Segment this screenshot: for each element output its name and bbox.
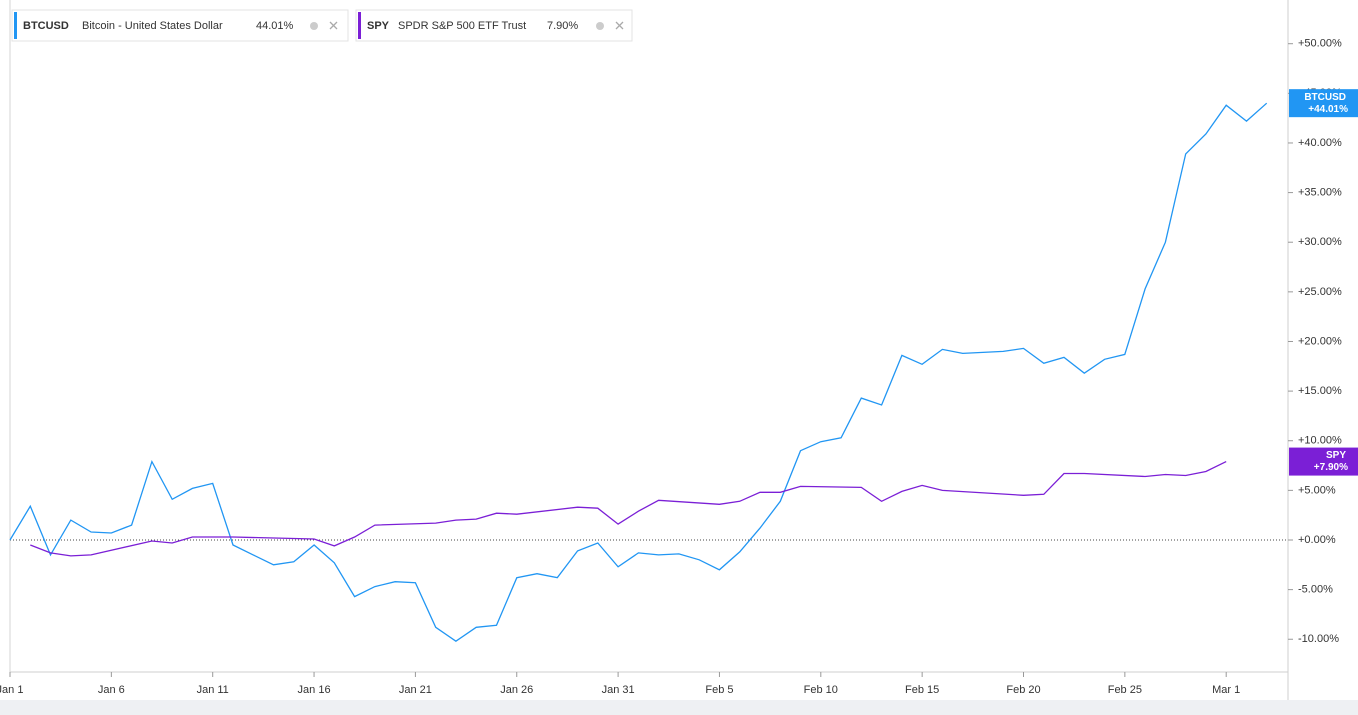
y-tick-label: -5.00% — [1298, 584, 1333, 596]
bottom-bar — [0, 700, 1358, 715]
x-tick-label: Mar 1 — [1212, 684, 1240, 696]
legend-value: 44.01% — [256, 20, 294, 32]
series-line — [9, 102, 1268, 642]
y-tick-label: +10.00% — [1298, 435, 1342, 447]
y-tick-label: +15.00% — [1298, 385, 1342, 397]
y-tick-label: +40.00% — [1298, 137, 1342, 149]
y-tick-label: +50.00% — [1298, 38, 1342, 50]
x-tick-label: Feb 20 — [1006, 684, 1040, 696]
legend: BTCUSD Bitcoin - United States Dollar 44… — [11, 9, 633, 42]
end-badge-box — [1289, 447, 1358, 476]
legend-box[interactable] — [355, 9, 633, 42]
x-tick-label: Jan 16 — [298, 684, 331, 696]
legend-description: SPDR S&P 500 ETF Trust — [398, 20, 526, 32]
settings-icon[interactable] — [596, 22, 604, 30]
x-tick-label: Jan 6 — [98, 684, 125, 696]
x-tick-label: Jan 26 — [500, 684, 533, 696]
end-badge-value: +44.01% — [1308, 104, 1348, 115]
x-tick-label: Feb 10 — [804, 684, 838, 696]
legend-swatch — [14, 12, 17, 39]
end-badge: SPY+7.90% — [1289, 447, 1358, 476]
x-tick-label: Feb 5 — [705, 684, 733, 696]
legend-value: 7.90% — [547, 20, 578, 32]
end-badge: BTCUSD+44.01% — [1289, 89, 1358, 118]
x-tick-label: Feb 25 — [1108, 684, 1142, 696]
y-tick-label: -10.00% — [1298, 633, 1339, 645]
legend-box[interactable] — [11, 9, 349, 42]
legend-description: Bitcoin - United States Dollar — [82, 20, 223, 32]
series-line — [30, 461, 1227, 557]
x-tick-label: Jan 1 — [0, 684, 23, 696]
y-tick-label: +25.00% — [1298, 286, 1342, 298]
legend-symbol: SPY — [367, 20, 390, 32]
end-badge-box — [1289, 89, 1358, 118]
x-tick-label: Feb 15 — [905, 684, 939, 696]
x-tick-label: Jan 21 — [399, 684, 432, 696]
x-tick-label: Jan 11 — [197, 684, 229, 696]
close-icon[interactable] — [329, 21, 338, 30]
y-tick-label: +20.00% — [1298, 335, 1342, 347]
x-tick-label: Jan 31 — [602, 684, 635, 696]
settings-icon[interactable] — [310, 22, 318, 30]
end-badge-name: SPY — [1326, 450, 1346, 461]
close-icon[interactable] — [615, 21, 624, 30]
y-tick-label: +5.00% — [1298, 484, 1336, 496]
y-tick-label: +35.00% — [1298, 187, 1342, 199]
legend-symbol: BTCUSD — [23, 20, 69, 32]
y-tick-label: +0.00% — [1298, 534, 1336, 546]
end-badge-name: BTCUSD — [1304, 92, 1346, 103]
legend-swatch — [358, 12, 361, 39]
y-tick-label: +30.00% — [1298, 236, 1342, 248]
end-badge-value: +7.90% — [1314, 462, 1348, 473]
